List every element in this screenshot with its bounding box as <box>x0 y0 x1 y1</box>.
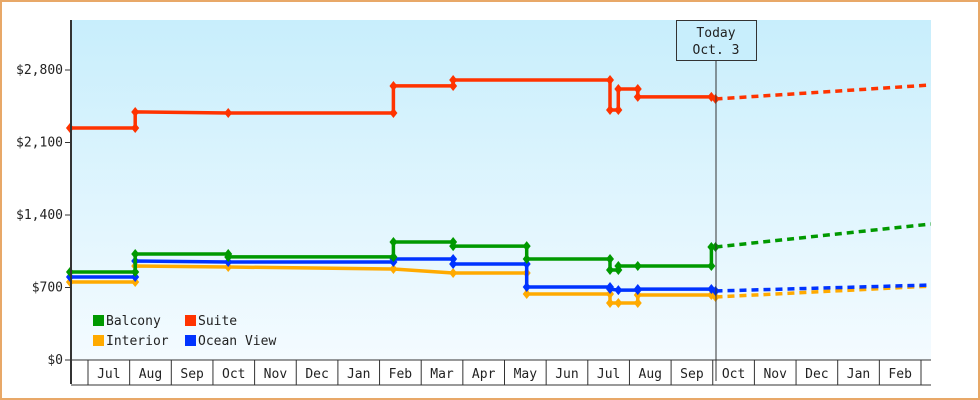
data-point[interactable] <box>606 284 615 295</box>
x-tick-label: Feb <box>389 367 413 382</box>
data-point[interactable] <box>633 284 642 295</box>
data-point[interactable] <box>449 258 458 269</box>
x-tick-label: Jun <box>555 367 578 382</box>
x-tick-label: Aug <box>139 367 162 382</box>
data-point[interactable] <box>131 123 140 133</box>
legend-item-suite: Suite <box>185 314 237 329</box>
x-tick-label: Oct <box>722 367 745 382</box>
y-tick-label: $2,800 <box>16 63 63 78</box>
data-point[interactable] <box>131 272 140 283</box>
x-tick-label: Aug <box>639 367 662 382</box>
legend-swatch <box>93 335 104 346</box>
data-point[interactable] <box>131 249 140 260</box>
data-point[interactable] <box>389 237 398 248</box>
x-tick-label: Jul <box>597 367 620 382</box>
data-point[interactable] <box>224 257 233 268</box>
y-tick-label: $2,100 <box>16 136 63 151</box>
data-point[interactable] <box>633 83 642 94</box>
series-layer <box>65 75 931 309</box>
legend-swatch <box>185 335 196 346</box>
data-point[interactable] <box>389 107 398 118</box>
legend-label: Suite <box>198 314 237 329</box>
data-point[interactable] <box>389 263 398 274</box>
x-tick-label: Dec <box>305 367 328 382</box>
x-tick-label: Jan <box>347 367 370 382</box>
data-point[interactable] <box>522 281 531 292</box>
data-point[interactable] <box>522 241 531 252</box>
data-point[interactable] <box>606 104 615 115</box>
data-point[interactable] <box>389 251 398 262</box>
legend: Balcony Suite Interior Ocean View <box>93 314 276 349</box>
data-point[interactable] <box>449 241 458 252</box>
data-point[interactable] <box>449 268 458 278</box>
today-date: Oct. 3 <box>693 43 740 58</box>
x-tick-label: Mar <box>430 367 454 382</box>
x-tick-label: Nov <box>264 367 288 382</box>
x-tick-label: Apr <box>472 367 496 382</box>
today-label: Today <box>696 26 735 41</box>
data-point[interactable] <box>224 107 233 118</box>
y-tick-label: $0 <box>47 353 63 368</box>
series-suite <box>65 75 931 133</box>
data-point[interactable] <box>614 260 623 271</box>
data-point[interactable] <box>633 91 642 102</box>
legend-swatch <box>185 315 196 326</box>
x-tick-label: Sep <box>680 367 704 382</box>
data-point[interactable] <box>707 242 716 253</box>
axis-layer: $0 $700 $1,400 $2,100 $2,800 Jul Aug Sep Oct Nov D… <box>16 20 931 386</box>
data-point[interactable] <box>606 264 615 275</box>
legend-item-ocean-view: Ocean View <box>185 334 276 349</box>
x-tick-label: Sep <box>180 367 204 382</box>
data-point[interactable] <box>522 289 531 300</box>
data-point[interactable] <box>614 83 623 94</box>
today-box <box>676 20 757 61</box>
data-point[interactable] <box>131 106 140 117</box>
y-tick-label: $700 <box>32 281 63 296</box>
x-tick-label: Oct <box>222 367 245 382</box>
data-point[interactable] <box>707 260 716 271</box>
data-point[interactable] <box>389 80 398 91</box>
x-tick-label: Dec <box>805 367 828 382</box>
data-point[interactable] <box>606 254 615 265</box>
x-tick-label: Jan <box>847 367 870 382</box>
legend-item-interior: Interior <box>93 334 169 349</box>
data-point[interactable] <box>449 75 458 86</box>
data-point[interactable] <box>606 75 615 86</box>
legend-label: Ocean View <box>198 334 276 349</box>
x-tick-label: May <box>514 367 538 382</box>
x-tick-label: Feb <box>888 367 912 382</box>
y-tick-label: $1,400 <box>16 208 63 223</box>
data-point[interactable] <box>614 298 623 309</box>
legend-label: Interior <box>106 334 169 349</box>
series-balcony <box>65 222 931 277</box>
today-marker: Today Oct. 3 <box>676 20 757 381</box>
data-point[interactable] <box>449 80 458 91</box>
legend-swatch <box>93 315 104 326</box>
data-point[interactable] <box>633 260 642 271</box>
plot-area <box>71 20 931 360</box>
forecast-line-balcony <box>715 222 931 249</box>
x-tick-label: Jul <box>97 367 120 382</box>
x-tick-label: Nov <box>763 367 787 382</box>
data-point[interactable] <box>633 298 642 309</box>
data-point[interactable] <box>614 104 623 115</box>
data-point[interactable] <box>614 285 623 296</box>
data-point[interactable] <box>522 254 531 265</box>
data-point[interactable] <box>606 298 615 309</box>
legend-item-balcony: Balcony <box>93 314 161 329</box>
data-point[interactable] <box>224 251 233 262</box>
legend-label: Balcony <box>106 314 161 329</box>
data-point[interactable] <box>131 266 140 277</box>
